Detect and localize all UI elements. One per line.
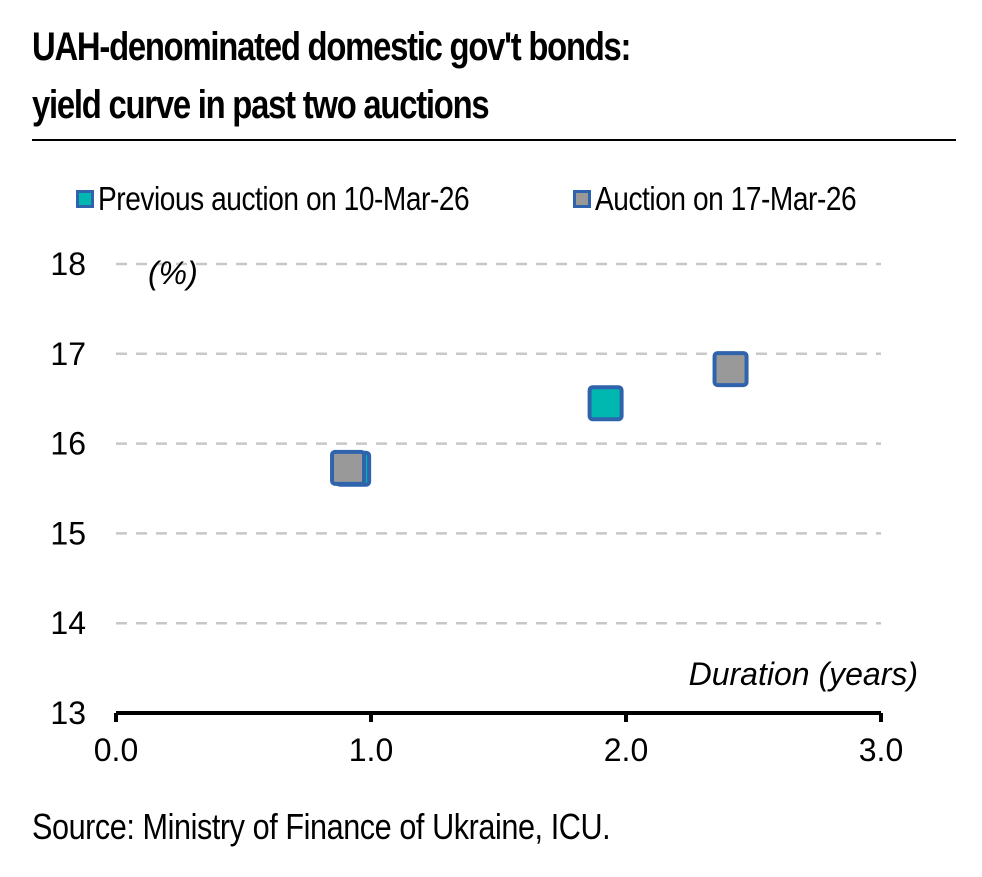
legend-item-current-auction: Auction on 17-Mar-26 [573,180,902,218]
legend-label-current: Auction on 17-Mar-26 [595,180,857,217]
x-tick-label: 2.0 [604,732,648,768]
point-current-auction [712,351,749,388]
chart-title-line-2: yield curve in past two auctions [32,83,490,127]
y-tick-label: 15 [50,515,86,551]
y-axis-label: (%) [148,255,198,291]
y-tick-label: 17 [50,336,86,372]
point-previous-auction [587,385,624,422]
legend-swatch-previous-icon [76,190,94,208]
title-divider [32,139,956,141]
y-tick-label: 18 [50,246,86,282]
point-current-auction [330,449,367,486]
scatter-chart: 13 14 15 16 17 18 0.0 1.0 2.0 3.0 (%) Duration (… [50,246,918,768]
x-tick-label: 3.0 [859,732,903,768]
data-points [330,351,749,487]
legend-label-previous: Previous auction on 10-Mar-26 [98,180,470,217]
x-tick-label: 0.0 [94,732,138,768]
y-tick-label: 16 [50,426,86,462]
source-note: Source: Ministry of Finance of Ukraine, … [32,806,611,847]
chart-title: UAH-denominated domestic gov't bonds: yi… [32,18,631,134]
x-axis: 0.0 1.0 2.0 3.0 [94,711,903,768]
y-tick-label: 13 [50,695,86,731]
x-axis-label: Duration (years) [689,656,918,692]
y-tick-label: 14 [50,605,86,641]
y-axis-ticks: 13 14 15 16 17 18 [50,246,86,731]
chart-title-line-1: UAH-denominated domestic gov't bonds: [32,25,631,69]
legend-swatch-current-icon [573,190,591,208]
legend-item-previous-auction: Previous auction on 10-Mar-26 [76,180,535,218]
x-tick-label: 1.0 [349,732,393,768]
gridlines [116,262,881,625]
